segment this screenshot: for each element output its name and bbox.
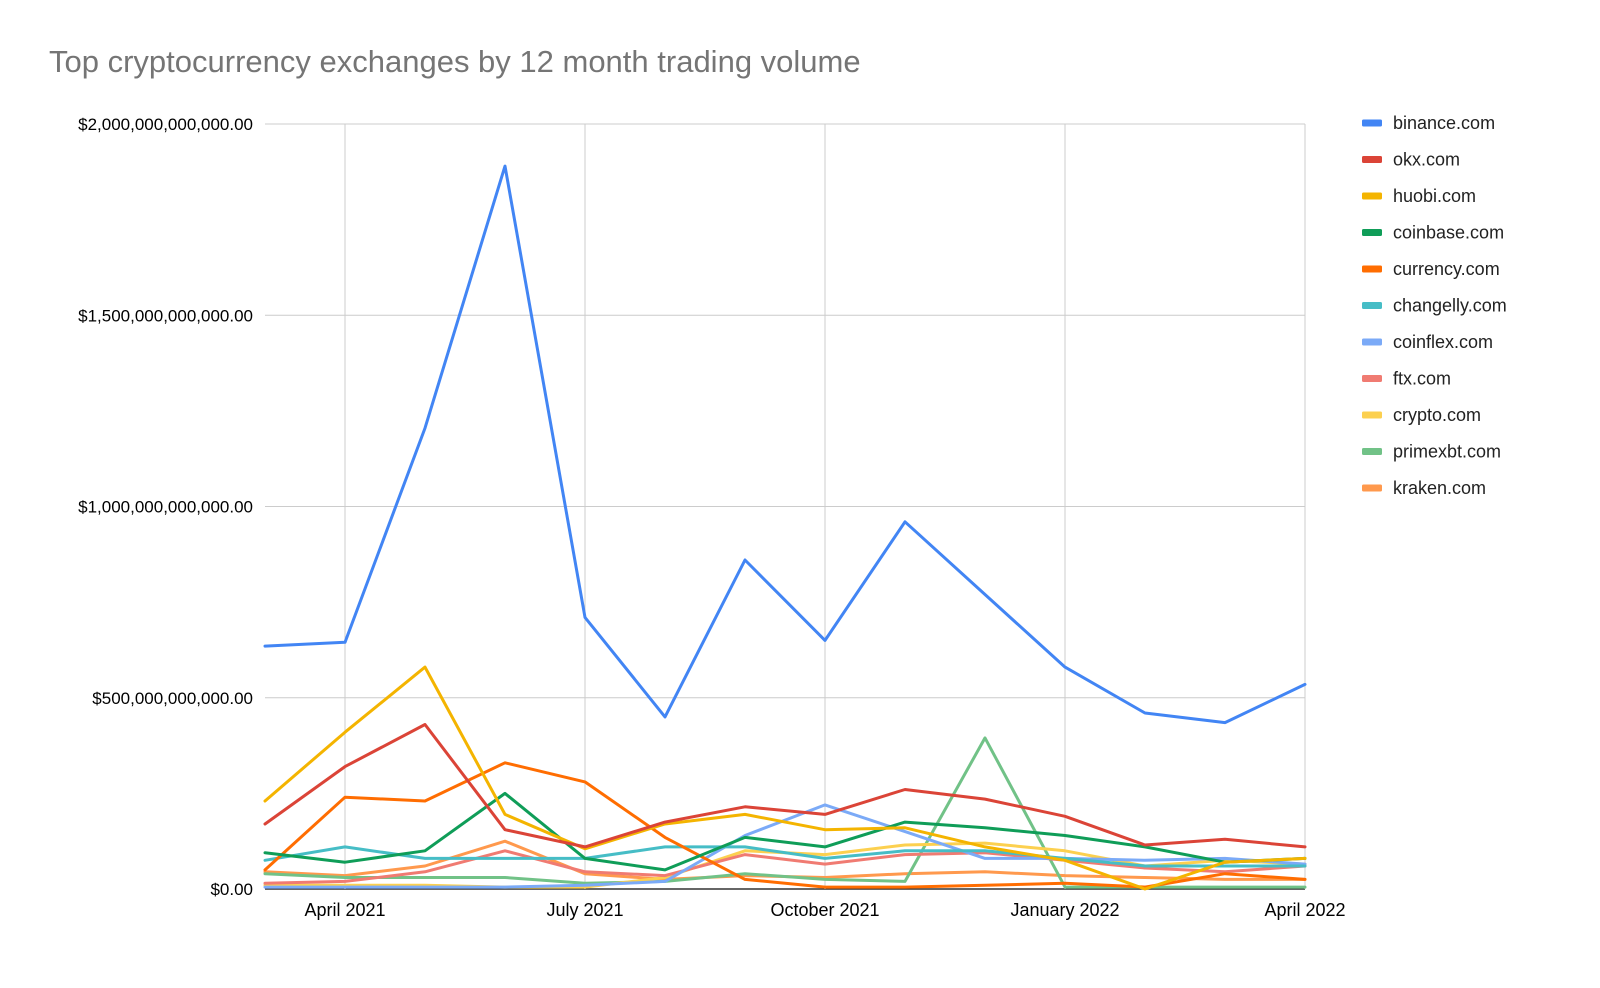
series-line-currency-com <box>263 761 1307 889</box>
legend-label: coinflex.com <box>1393 332 1493 352</box>
legend-label: binance.com <box>1393 113 1495 133</box>
legend-label: currency.com <box>1393 259 1500 279</box>
x-tick-label: October 2021 <box>770 900 879 920</box>
y-tick-label: $0.00 <box>210 880 253 899</box>
legend-label: changelly.com <box>1393 296 1507 316</box>
legend: binance.com okx.com huobi.com coinbase.com c… <box>1362 113 1507 498</box>
legend-label: okx.com <box>1393 150 1460 170</box>
legend-swatch <box>1362 119 1382 127</box>
legend-swatch <box>1362 302 1382 309</box>
legend-swatch <box>1362 411 1382 419</box>
x-tick-label: April 2021 <box>304 900 385 920</box>
series-line-huobi-com <box>263 665 1307 891</box>
series-lines <box>263 164 1307 891</box>
legend-swatch <box>1362 338 1382 346</box>
chart-title: Top cryptocurrency exchanges by 12 month… <box>49 44 861 79</box>
legend-label: coinbase.com <box>1393 223 1504 243</box>
series-line-binance-com <box>263 164 1307 725</box>
y-axis-ticks: $0.00 $500,000,000,000.00 $1,000,000,000,0… <box>78 115 253 899</box>
x-axis-ticks: April 2021 July 2021 October 2021 January 2… <box>304 900 1345 920</box>
series-line-changelly-com <box>263 845 1307 868</box>
legend-swatch <box>1362 156 1382 163</box>
legend-swatch <box>1362 265 1382 273</box>
legend-label: crypto.com <box>1393 405 1481 425</box>
y-tick-label: $500,000,000,000.00 <box>92 689 253 708</box>
legend-swatch <box>1362 192 1382 200</box>
y-tick-label: $1,500,000,000,000.00 <box>78 306 253 325</box>
legend-swatch <box>1362 448 1382 455</box>
legend-swatch <box>1362 484 1382 492</box>
series-line-okx-com <box>263 723 1307 849</box>
legend-label: kraken.com <box>1393 478 1486 498</box>
y-tick-label: $1,000,000,000,000.00 <box>78 498 253 517</box>
x-tick-label: April 2022 <box>1264 900 1345 920</box>
series-line-coinbase-com <box>263 791 1307 872</box>
gridlines <box>265 123 1306 890</box>
x-tick-label: January 2022 <box>1010 900 1119 920</box>
legend-swatch <box>1362 229 1382 236</box>
x-tick-label: July 2021 <box>546 900 623 920</box>
series-line-ftx-com <box>263 849 1307 885</box>
series-line-coinflex-com <box>263 803 1307 889</box>
legend-label: ftx.com <box>1393 369 1451 389</box>
legend-swatch <box>1362 375 1382 382</box>
legend-label: huobi.com <box>1393 186 1476 206</box>
legend-label: primexbt.com <box>1393 442 1501 462</box>
y-tick-label: $2,000,000,000,000.00 <box>78 115 253 134</box>
